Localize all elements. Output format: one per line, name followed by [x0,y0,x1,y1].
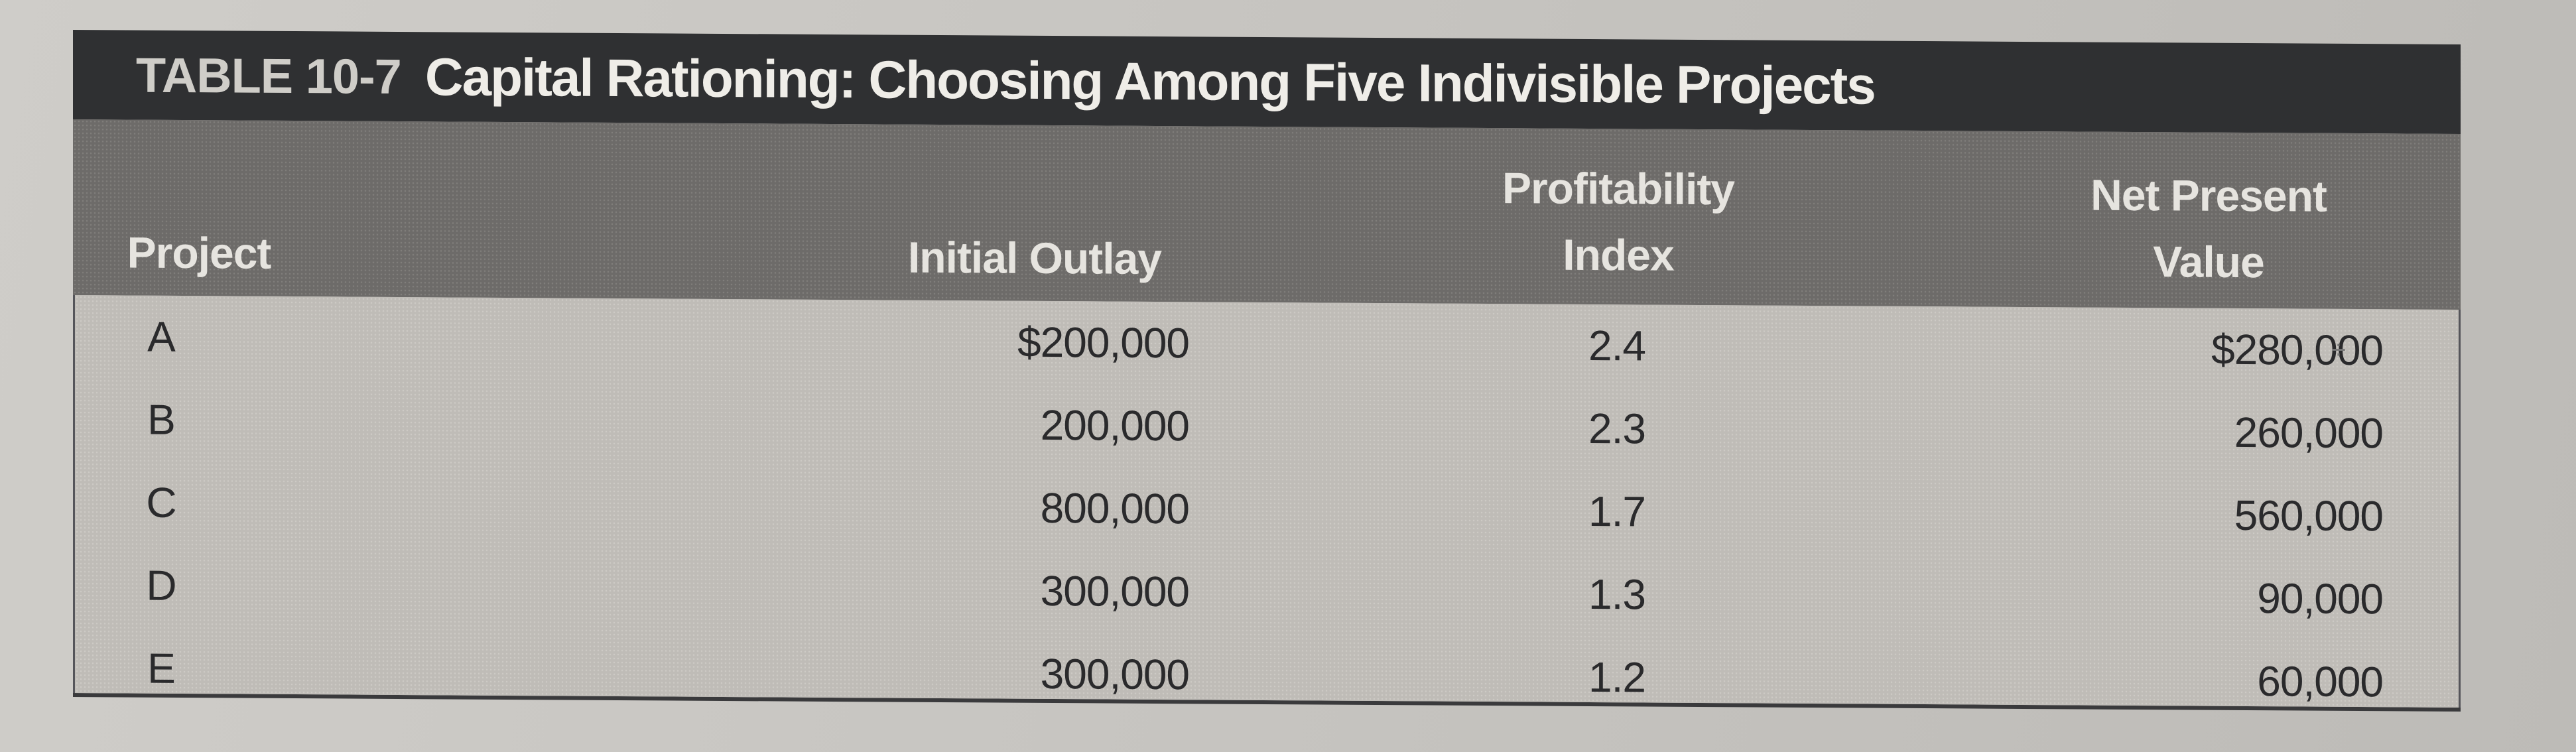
header-profitability-index-line2: Index [1563,229,1674,280]
header-npv-line2: Value [2153,237,2264,287]
cell-project: D [146,561,176,609]
cell-npv: 90,000 [2257,574,2383,623]
cell-npv: $280,000 [2211,325,2383,375]
cell-initial-outlay: 800,000 [1040,483,1189,533]
header-npv-line1: Net Present [2091,170,2327,221]
cell-npv: 60,000 [2257,657,2383,706]
cell-project: A [147,312,175,361]
cell-initial-outlay: 200,000 [1040,401,1189,450]
cell-npv: 260,000 [2234,408,2383,458]
table-row: A $200,000 2.4 $280,000 ÷ [75,295,2459,393]
header-initial-outlay: Initial Outlay [907,232,1162,284]
column-header-band: Project Initial Outlay Profitability Ind… [73,119,2461,310]
table-label: TABLE 10-7 [136,47,401,105]
table-title: Capital Rationing: Choosing Among Five I… [424,46,1875,115]
cell-initial-outlay: 300,000 [1040,649,1189,699]
cell-project: E [147,644,175,692]
table-row: D 300,000 1.3 90,000 [75,544,2459,641]
cell-project: C [146,478,176,527]
header-profitability-index-line1: Profitability [1502,163,1735,214]
cell-profitability-index: 1.3 [1588,570,1645,619]
cell-initial-outlay: $200,000 [1017,318,1189,367]
table-title-band: TABLE 10-7 Capital Rationing: Choosing A… [73,30,2461,134]
table-row: B 200,000 2.3 260,000 [75,378,2459,475]
cell-profitability-index: 1.7 [1588,487,1645,536]
cell-profitability-index: 2.4 [1588,321,1645,370]
cell-npv: 560,000 [2234,491,2383,540]
margin-mark: ÷ [2331,335,2346,365]
cell-profitability-index: 2.3 [1588,404,1645,453]
table-body: A $200,000 2.4 $280,000 ÷ B 200,000 2.3 … [73,295,2461,708]
table-row: C 800,000 1.7 560,000 [75,461,2459,558]
cell-project: B [147,395,175,444]
header-project: Project [127,227,271,278]
capital-rationing-table: TABLE 10-7 Capital Rationing: Choosing A… [73,30,2461,712]
table-row: E 300,000 1.2 60,000 [75,627,2459,724]
cell-initial-outlay: 300,000 [1040,566,1189,616]
cell-profitability-index: 1.2 [1588,653,1645,702]
